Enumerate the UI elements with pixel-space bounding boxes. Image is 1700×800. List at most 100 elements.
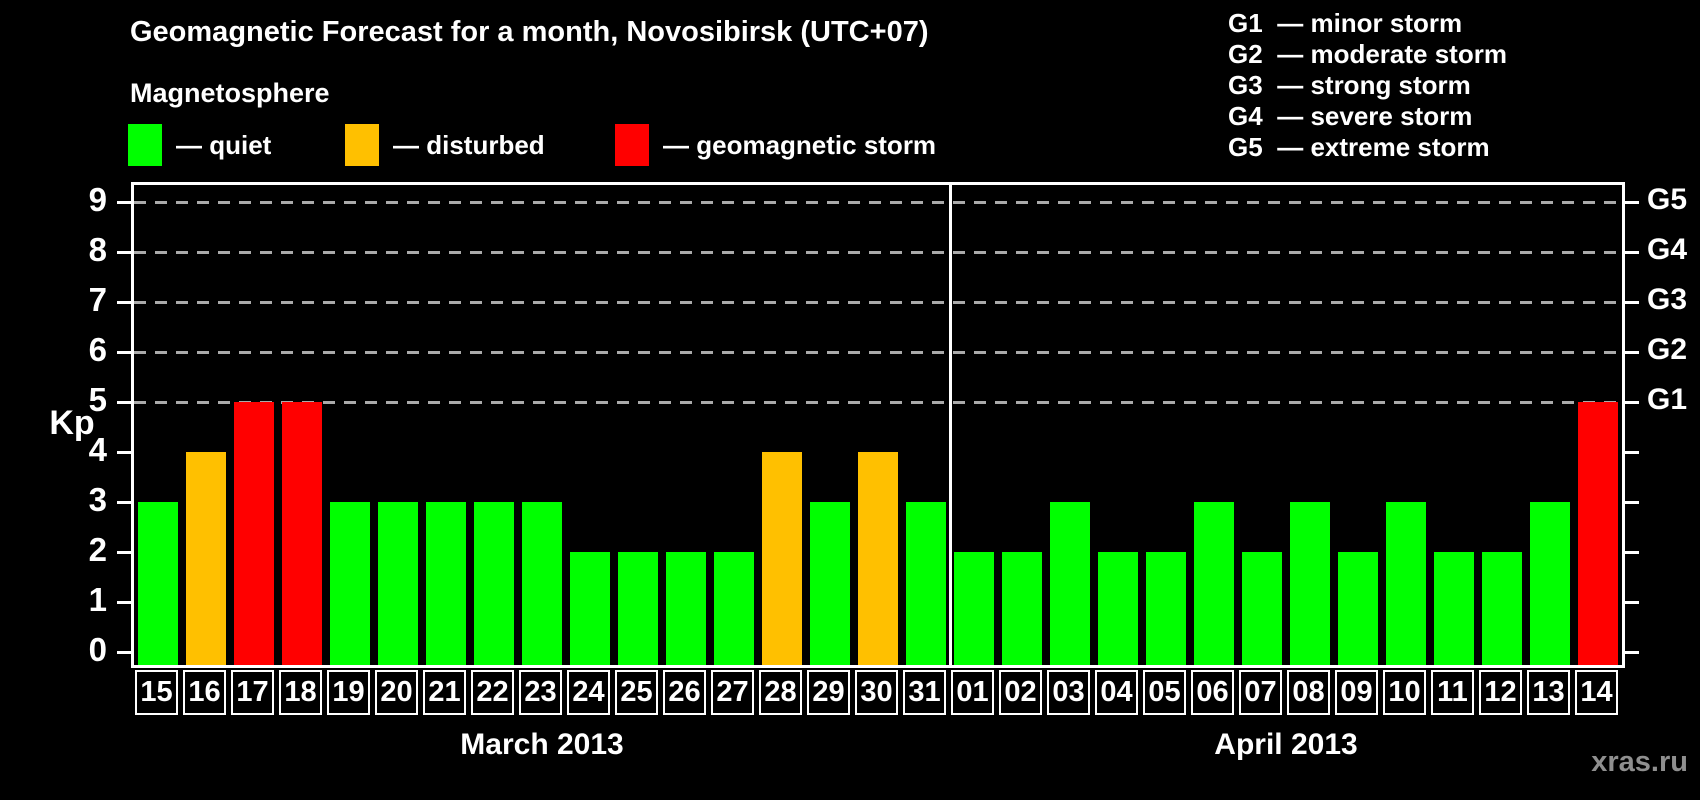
kp-tick-label-7: 7	[88, 281, 107, 318]
kp-bar-day-02	[1002, 552, 1042, 665]
kp-bar-day-04	[1098, 552, 1138, 665]
day-label-cell-15: 15	[135, 670, 178, 715]
page-title: Geomagnetic Forecast for a month, Novosi…	[130, 16, 929, 48]
kp-tick-label-6: 6	[88, 331, 107, 368]
kp-bar-day-07	[1242, 552, 1282, 665]
kp-axis-label: Kp	[49, 404, 95, 442]
kp-bar-day-18	[282, 402, 322, 665]
day-label-cell-27: 27	[711, 670, 754, 715]
gridline-kp9	[134, 201, 1622, 204]
legend-swatch-disturbed-icon	[345, 124, 379, 166]
g-axis-label-g3: G3	[1647, 283, 1688, 316]
day-label-cell-31: 31	[903, 670, 946, 715]
g-legend-row-g4: G4 — severe storm	[1228, 101, 1507, 132]
kp-bar-day-17	[234, 402, 274, 665]
g-axis-label-g4: G4	[1647, 233, 1688, 266]
day-label-cell-28: 28	[759, 670, 802, 715]
kp-tick-1	[117, 601, 131, 604]
day-label-cell-22: 22	[471, 670, 514, 715]
g-level-desc: — minor storm	[1270, 8, 1463, 38]
day-label-cell-21: 21	[423, 670, 466, 715]
kp-tick-6	[117, 351, 131, 354]
day-label-cell-08: 08	[1287, 670, 1330, 715]
month-label-march: March 2013	[460, 728, 624, 761]
g-axis-label-g5: G5	[1647, 183, 1688, 216]
kp-bar-day-30	[858, 452, 898, 665]
g-level-desc: — strong storm	[1270, 70, 1471, 100]
day-label-cell-05: 05	[1143, 670, 1186, 715]
g-tick-5	[1625, 401, 1639, 404]
kp-tick-4	[117, 451, 131, 454]
legend-label-storm: — geomagnetic storm	[663, 129, 937, 160]
day-label-cell-29: 29	[807, 670, 850, 715]
kp-tick-label-0: 0	[88, 631, 107, 668]
g-legend-row-g3: G3 — strong storm	[1228, 70, 1507, 101]
kp-tick-2	[117, 551, 131, 554]
kp-bar-day-21	[426, 502, 466, 665]
legend-swatch-quiet-icon	[128, 124, 162, 166]
kp-bar-day-06	[1194, 502, 1234, 665]
g-legend-row-g2: G2 — moderate storm	[1228, 39, 1507, 70]
month-divider-line	[949, 185, 952, 665]
kp-bar-day-09	[1338, 552, 1378, 665]
day-label-cell-06: 06	[1191, 670, 1234, 715]
kp-bar-day-23	[522, 502, 562, 665]
g-tick-9	[1625, 201, 1639, 204]
kp-bar-day-08	[1290, 502, 1330, 665]
g-tick-3	[1625, 501, 1639, 504]
day-label-cell-18: 18	[279, 670, 322, 715]
day-label-cell-14: 14	[1575, 670, 1618, 715]
day-label-cell-23: 23	[519, 670, 562, 715]
kp-bar-day-14	[1578, 402, 1618, 665]
kp-bar-day-20	[378, 502, 418, 665]
g-level-desc: — severe storm	[1270, 101, 1473, 131]
kp-bar-day-10	[1386, 502, 1426, 665]
g-level-label: G3	[1228, 70, 1263, 100]
day-label-cell-09: 09	[1335, 670, 1378, 715]
day-label-cell-07: 07	[1239, 670, 1282, 715]
kp-tick-label-2: 2	[88, 531, 107, 568]
month-label-april: April 2013	[1214, 728, 1358, 761]
legend-label-quiet: — quiet	[176, 129, 272, 160]
day-label-cell-02: 02	[999, 670, 1042, 715]
day-labels-row: 15 16 17 18 19 20 21 22 23 24 25 26 27 28 29 30 31 01 02 03…	[131, 670, 1625, 717]
legend-label-disturbed: — disturbed	[393, 129, 545, 160]
kp-bar-day-05	[1146, 552, 1186, 665]
g-legend-row-g5: G5 — extreme storm	[1228, 132, 1507, 163]
g-tick-7	[1625, 301, 1639, 304]
g-level-label: G4	[1228, 101, 1263, 131]
day-label-cell-25: 25	[615, 670, 658, 715]
kp-bar-day-03	[1050, 502, 1090, 665]
kp-bar-day-15	[138, 502, 178, 665]
g-legend-row-g1: G1 — minor storm	[1228, 8, 1507, 39]
kp-bar-day-27	[714, 552, 754, 665]
day-label-cell-13: 13	[1527, 670, 1570, 715]
kp-bar-day-12	[1482, 552, 1522, 665]
kp-bar-day-25	[618, 552, 658, 665]
kp-bar-day-19	[330, 502, 370, 665]
kp-bar-day-26	[666, 552, 706, 665]
day-label-cell-04: 04	[1095, 670, 1138, 715]
legend-item-storm: — geomagnetic storm	[615, 122, 936, 168]
kp-tick-label-5: 5	[88, 381, 107, 418]
kp-tick-label-8: 8	[88, 231, 107, 268]
g-level-desc: — extreme storm	[1270, 132, 1490, 162]
day-label-cell-03: 03	[1047, 670, 1090, 715]
g-scale-legend: G1 — minor storm G2 — moderate storm G3 — …	[1228, 8, 1507, 163]
g-tick-8	[1625, 251, 1639, 254]
g-level-label: G5	[1228, 132, 1263, 162]
g-tick-1	[1625, 601, 1639, 604]
day-label-cell-11: 11	[1431, 670, 1474, 715]
day-label-cell-16: 16	[183, 670, 226, 715]
day-label-cell-17: 17	[231, 670, 274, 715]
g-level-desc: — moderate storm	[1270, 39, 1507, 69]
kp-bar-day-29	[810, 502, 850, 665]
legend-item-quiet: — quiet	[128, 122, 271, 168]
kp-tick-label-1: 1	[88, 581, 107, 618]
kp-bar-day-22	[474, 502, 514, 665]
gridline-kp6	[134, 351, 1622, 354]
kp-bar-day-11	[1434, 552, 1474, 665]
day-label-cell-10: 10	[1383, 670, 1426, 715]
kp-tick-9	[117, 201, 131, 204]
